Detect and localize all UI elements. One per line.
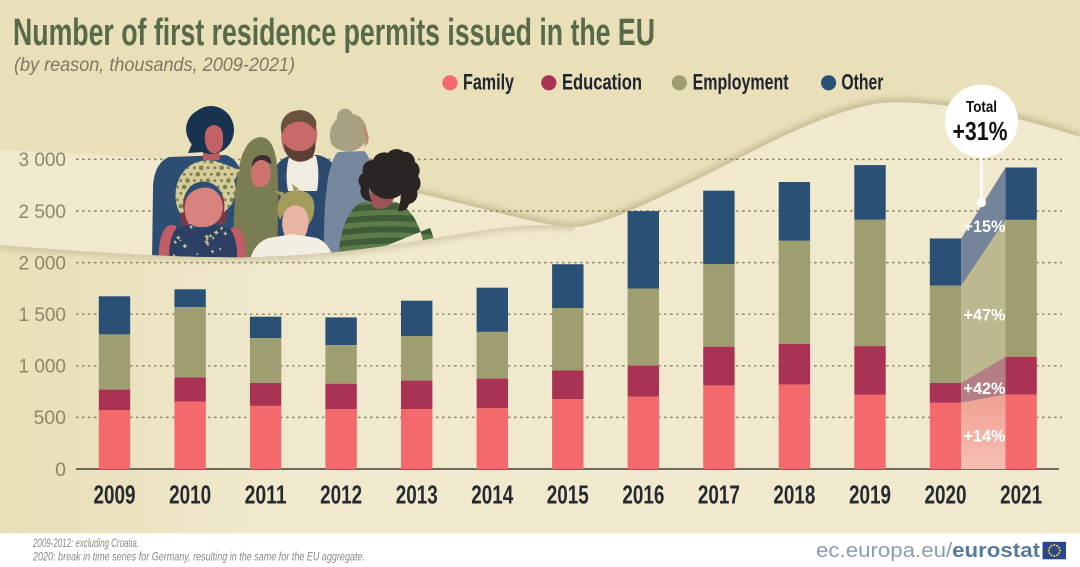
svg-text:0: 0 [55, 459, 66, 481]
svg-text:2021: 2021 [1000, 480, 1042, 510]
svg-text:Other: Other [841, 70, 883, 95]
svg-text:2013: 2013 [396, 480, 438, 510]
svg-text:2 000: 2 000 [19, 252, 67, 274]
svg-text:2011: 2011 [245, 480, 287, 510]
svg-text:+47%: +47% [964, 306, 1006, 324]
svg-text:2016: 2016 [622, 480, 664, 510]
svg-text:(by reason, thousands, 2009-20: (by reason, thousands, 2009-2021) [14, 55, 295, 76]
svg-text:500: 500 [33, 407, 66, 429]
svg-text:2009-2012: excluding Croatia.: 2009-2012: excluding Croatia. [32, 538, 139, 550]
svg-text:Total: Total [966, 99, 997, 116]
svg-text:2014: 2014 [471, 480, 513, 510]
svg-text:2009: 2009 [94, 480, 136, 510]
svg-text:1 500: 1 500 [19, 304, 67, 326]
svg-text:2020: break in time series for: 2020: break in time series for Germany, … [32, 552, 365, 564]
svg-text:2012: 2012 [320, 480, 362, 510]
svg-text:2010: 2010 [169, 480, 211, 510]
svg-text:Number of first residence perm: Number of first residence permits issued… [13, 12, 655, 54]
svg-text:3 000: 3 000 [19, 149, 67, 171]
svg-text:2020: 2020 [925, 480, 967, 510]
svg-text:+15%: +15% [964, 218, 1006, 236]
svg-text:2018: 2018 [773, 480, 815, 510]
svg-text:1 000: 1 000 [19, 356, 67, 378]
svg-text:Education: Education [562, 70, 642, 95]
svg-text:+14%: +14% [964, 428, 1006, 446]
svg-text:ec.europa.eu/eurostat: ec.europa.eu/eurostat [816, 540, 1040, 562]
svg-text:2015: 2015 [547, 480, 589, 510]
svg-text:+31%: +31% [953, 116, 1008, 146]
svg-text:2017: 2017 [698, 480, 740, 510]
svg-text:Family: Family [463, 70, 515, 95]
svg-text:2019: 2019 [849, 480, 891, 510]
svg-text:+42%: +42% [964, 380, 1006, 398]
svg-text:2 500: 2 500 [19, 201, 67, 223]
svg-text:Employment: Employment [693, 70, 789, 95]
